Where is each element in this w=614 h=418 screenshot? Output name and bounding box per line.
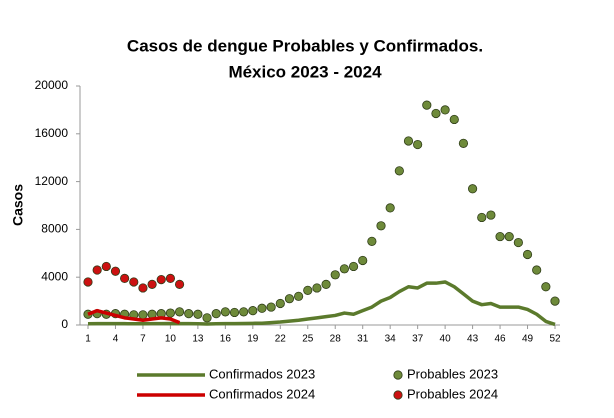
legend-label: Probables 2024 bbox=[407, 386, 498, 401]
x-tick-label: 16 bbox=[220, 334, 232, 345]
point bbox=[440, 105, 450, 115]
legend-label: Confirmados 2024 bbox=[209, 386, 315, 401]
point bbox=[174, 307, 185, 317]
point bbox=[193, 309, 203, 319]
y-tick-label: 8000 bbox=[41, 222, 68, 236]
point bbox=[184, 309, 194, 319]
point bbox=[220, 307, 230, 317]
x-tick-label: 43 bbox=[467, 334, 479, 345]
point bbox=[174, 279, 185, 289]
point bbox=[348, 261, 359, 272]
x-tick-label: 37 bbox=[412, 334, 424, 345]
point bbox=[294, 291, 304, 301]
y-tick-label: 20000 bbox=[35, 78, 69, 92]
point bbox=[303, 285, 313, 295]
point bbox=[229, 307, 240, 318]
x-tick-label: 22 bbox=[275, 334, 287, 345]
x-tick-label: 19 bbox=[247, 334, 259, 345]
point bbox=[532, 265, 542, 275]
x-tick-label: 25 bbox=[302, 334, 314, 345]
point bbox=[147, 279, 157, 289]
point bbox=[449, 114, 459, 125]
point bbox=[358, 255, 368, 266]
y-tick-label: 16000 bbox=[35, 126, 69, 140]
point bbox=[330, 270, 340, 280]
line bbox=[87, 308, 181, 325]
point bbox=[248, 306, 258, 316]
x-tick-label: 40 bbox=[440, 334, 452, 345]
point bbox=[422, 100, 432, 110]
point bbox=[202, 313, 212, 323]
point bbox=[376, 221, 386, 231]
point bbox=[321, 279, 331, 289]
point bbox=[550, 296, 560, 306]
point bbox=[339, 264, 349, 274]
point bbox=[458, 138, 469, 148]
legend-symbol bbox=[393, 390, 403, 400]
point bbox=[165, 308, 176, 318]
point bbox=[495, 231, 505, 242]
point bbox=[120, 273, 130, 283]
point bbox=[284, 294, 295, 304]
point bbox=[101, 261, 111, 272]
chart-title: Casos de dengue Probables y Confirmados. bbox=[127, 36, 483, 55]
point bbox=[110, 266, 121, 276]
point bbox=[156, 274, 166, 285]
y-axis-label: Casos bbox=[10, 184, 26, 226]
line bbox=[87, 280, 556, 327]
point bbox=[486, 210, 496, 220]
x-tick-label: 28 bbox=[330, 334, 342, 345]
chart-title: México 2023 - 2024 bbox=[228, 62, 382, 81]
y-tick-label: 4000 bbox=[41, 269, 68, 283]
point bbox=[367, 236, 377, 246]
point bbox=[239, 307, 249, 317]
point bbox=[266, 302, 276, 312]
x-tick-label: 13 bbox=[192, 334, 204, 345]
point bbox=[403, 136, 414, 146]
y-tick-label: 0 bbox=[61, 317, 68, 331]
point bbox=[504, 231, 514, 242]
x-tick-label: 4 bbox=[113, 334, 119, 345]
point bbox=[257, 303, 267, 313]
x-tick-label: 1 bbox=[85, 334, 91, 345]
x-tick-label: 52 bbox=[549, 334, 561, 345]
point bbox=[165, 273, 176, 283]
point bbox=[129, 277, 139, 287]
point bbox=[394, 166, 404, 176]
point bbox=[83, 277, 93, 287]
x-tick-label: 10 bbox=[165, 334, 177, 345]
x-tick-label: 46 bbox=[494, 334, 506, 345]
point bbox=[431, 108, 441, 119]
x-tick-label: 34 bbox=[385, 334, 397, 345]
point bbox=[92, 265, 102, 275]
point bbox=[385, 203, 395, 213]
point bbox=[275, 298, 285, 309]
x-tick-label: 7 bbox=[140, 334, 146, 345]
point bbox=[477, 212, 487, 223]
point bbox=[467, 184, 478, 194]
point bbox=[522, 249, 533, 260]
point bbox=[541, 282, 551, 292]
x-tick-label: 31 bbox=[357, 334, 369, 345]
point bbox=[138, 283, 148, 293]
point bbox=[312, 283, 322, 293]
point bbox=[513, 237, 523, 248]
legend-symbol bbox=[393, 370, 403, 380]
point bbox=[413, 139, 423, 150]
point bbox=[211, 309, 221, 319]
point bbox=[138, 310, 148, 320]
legend-label: Confirmados 2023 bbox=[209, 366, 315, 381]
legend-label: Probables 2023 bbox=[407, 366, 498, 381]
y-tick-label: 12000 bbox=[35, 174, 69, 188]
x-tick-label: 49 bbox=[522, 334, 534, 345]
